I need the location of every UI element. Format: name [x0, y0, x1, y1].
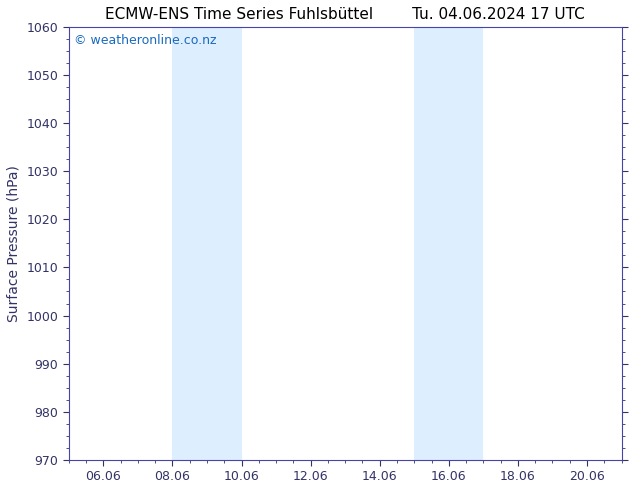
Bar: [449, 27, 483, 460]
Title: ECMW-ENS Time Series Fuhlsbüttel        Tu. 04.06.2024 17 UTC: ECMW-ENS Time Series Fuhlsbüttel Tu. 04.…: [105, 7, 585, 22]
Text: © weatheronline.co.nz: © weatheronline.co.nz: [74, 34, 217, 47]
Bar: [414, 27, 449, 460]
Y-axis label: Surface Pressure (hPa): Surface Pressure (hPa): [7, 165, 21, 322]
Bar: [172, 27, 207, 460]
Bar: [207, 27, 242, 460]
